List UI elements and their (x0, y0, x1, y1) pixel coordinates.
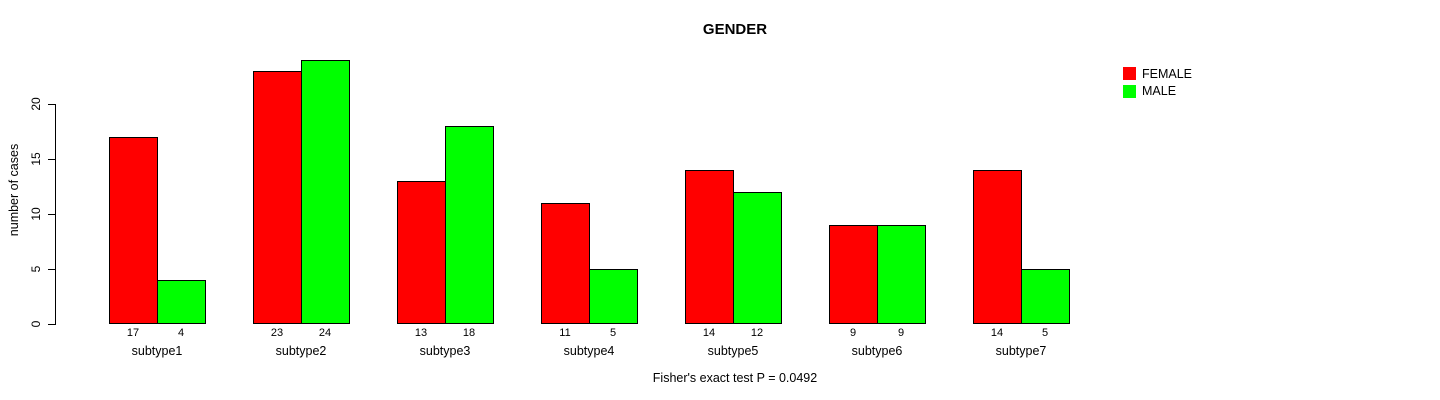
legend-swatch-male (1123, 84, 1136, 98)
y-axis-tick (48, 159, 55, 160)
legend-swatch-female (1123, 67, 1136, 81)
bar-value-label: 9 (897, 327, 905, 339)
y-axis-tick-label: 10 (29, 207, 43, 221)
bar-value-label: 18 (462, 327, 476, 339)
y-axis-tick (48, 269, 55, 270)
bar-female-subtype7 (973, 170, 1022, 324)
legend-label: FEMALE (1142, 66, 1193, 81)
category-label-subtype2: subtype2 (275, 344, 327, 358)
bar-female-subtype3 (397, 181, 446, 324)
bar-male-subtype5 (733, 192, 782, 324)
bar-value-label: 5 (609, 327, 617, 339)
bar-female-subtype4 (541, 203, 590, 324)
bar-female-subtype6 (829, 225, 878, 324)
y-axis-tick (48, 104, 55, 105)
category-label-subtype1: subtype1 (131, 344, 183, 358)
bar-female-subtype5 (685, 170, 734, 324)
caption: Fisher's exact test P = 0.0492 (652, 371, 818, 385)
bar-value-label: 23 (270, 327, 284, 339)
bar-value-label: 4 (177, 327, 185, 339)
y-axis-tick (48, 324, 55, 325)
bar-female-subtype1 (109, 137, 158, 324)
category-label-subtype7: subtype7 (995, 344, 1047, 358)
chart-title: GENDER (702, 21, 768, 38)
y-axis-line (55, 104, 56, 325)
bar-male-subtype2 (301, 60, 350, 324)
y-axis-title: number of cases (7, 143, 21, 237)
legend-label: MALE (1142, 84, 1177, 99)
y-axis-tick-label: 20 (29, 97, 43, 111)
bar-value-label: 24 (318, 327, 332, 339)
bar-value-label: 12 (750, 327, 764, 339)
bar-value-label: 11 (559, 327, 571, 339)
category-label-subtype5: subtype5 (707, 344, 759, 358)
legend-row: MALE (1123, 83, 1192, 101)
y-axis-tick-label: 0 (29, 320, 43, 328)
bar-value-label: 13 (414, 327, 428, 339)
bar-male-subtype7 (1021, 269, 1070, 324)
bar-value-label: 14 (990, 327, 1004, 339)
legend-row: FEMALE (1123, 65, 1192, 83)
y-axis-tick-label: 5 (29, 265, 43, 273)
bar-value-label: 9 (849, 327, 857, 339)
bar-male-subtype6 (877, 225, 926, 324)
bar-value-label: 14 (702, 327, 716, 339)
bar-male-subtype1 (157, 280, 206, 324)
bar-value-label: 5 (1041, 327, 1049, 339)
category-label-subtype6: subtype6 (851, 344, 903, 358)
bar-value-label: 17 (126, 327, 140, 339)
bar-male-subtype4 (589, 269, 638, 324)
category-label-subtype4: subtype4 (563, 344, 615, 358)
bar-male-subtype3 (445, 126, 494, 324)
legend: FEMALE MALE (1123, 65, 1192, 100)
bar-female-subtype2 (253, 71, 302, 324)
category-label-subtype3: subtype3 (419, 344, 471, 358)
y-axis-tick (48, 214, 55, 215)
y-axis-tick-label: 15 (29, 152, 43, 166)
